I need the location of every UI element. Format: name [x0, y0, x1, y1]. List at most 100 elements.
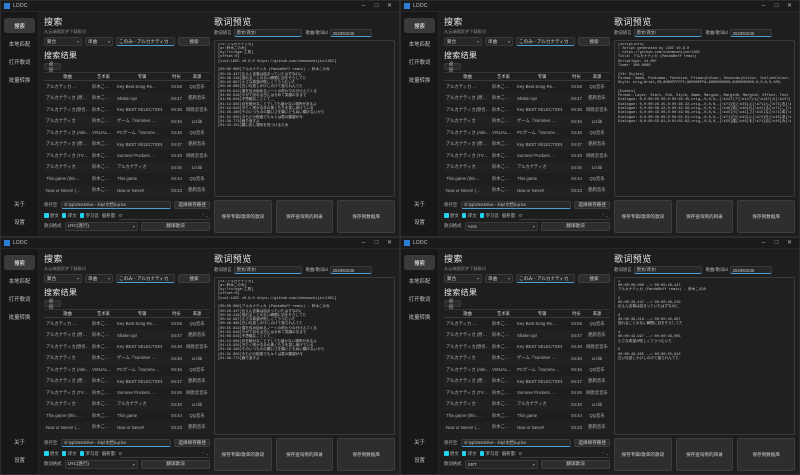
lyrics-lang-value[interactable]: 原文/译文/ — [633, 266, 702, 274]
sidebar-item-about[interactable]: 关于 — [14, 201, 25, 208]
table-row[interactable]: アルカナティカ (Alter… VISUAL… PCゲーム『Summe… 04:46 Q… — [44, 127, 210, 139]
sidebar-item-local-match[interactable]: 本地匹配 — [8, 41, 31, 48]
maximize-icon[interactable]: □ — [774, 240, 779, 246]
sidebar-item-about[interactable]: 关于 — [414, 201, 425, 208]
lyrics-id-value[interactable]: 252991536 — [729, 266, 772, 274]
checkbox-translation[interactable]: 译文 — [61, 213, 77, 219]
format-select[interactable]: ASS ▾ — [464, 222, 538, 231]
table-row[interactable]: アルカナティカ (原… 鈴木こ… Key BEST SELECTION 04:47 酷狗… — [444, 375, 610, 387]
table-row[interactable]: Now or Never! (… 鈴木こ… Now or Never! 03:23 酷狗… — [444, 184, 610, 196]
search-input[interactable]: このみ - アルカナティカ — [116, 274, 175, 283]
table-row[interactable]: This game (this … 鈴木こ… This game 04:44 QQ音乐 — [444, 173, 610, 185]
save-to-db-button[interactable]: 保存到数据库 — [337, 438, 396, 471]
close-icon[interactable]: ✕ — [786, 3, 793, 9]
sidebar-item-settings[interactable]: 设置 — [14, 457, 25, 464]
maximize-icon[interactable]: □ — [374, 240, 379, 246]
save-to-db-button[interactable]: 保存到数据库 — [337, 200, 396, 233]
checkbox-original[interactable]: 原文 — [44, 451, 59, 457]
sidebar-item-search[interactable]: 搜索 — [4, 18, 35, 33]
stepper-arrows-icon[interactable]: ⌃⌄ — [201, 450, 210, 456]
maximize-icon[interactable]: □ — [374, 3, 379, 9]
sidebar-item-open-lyrics[interactable]: 打开歌词 — [8, 296, 31, 303]
table-row[interactable]: This game (this … 鈴木こ… This game 04:44 QQ音乐 — [44, 173, 210, 185]
translate-button[interactable]: 翻译歌词 — [540, 460, 611, 469]
lyrics-preview-box[interactable]: 1 00:00:00,000 --> 00:00:29,447 アルカナティカ … — [614, 276, 795, 435]
table-row[interactable]: アルカナティカ 鈴木こ… アルカナティカ 04:46 Lrclib — [44, 161, 210, 173]
table-row[interactable]: アルカナティカ 鈴木こ… アルカナティカ 04:46 Lrclib — [444, 398, 610, 410]
table-row[interactable]: アルカティカ … 鈴木こ… Key Best Song Re… 04:59 QQ音乐 — [44, 318, 210, 330]
format-select[interactable]: SRT ▾ — [464, 460, 538, 469]
format-select[interactable]: LRC(逐行) ▾ — [64, 460, 138, 469]
search-button[interactable]: 搜索 — [178, 274, 210, 283]
choose-path-button[interactable]: 选择保存路径 — [174, 201, 210, 209]
checkbox-romaji[interactable]: 罗马音 — [479, 213, 499, 219]
checkbox-romaji[interactable]: 罗马音 — [479, 451, 499, 457]
save-album-lyrics-button[interactable]: 保存专辑/歌单的歌词 — [214, 438, 272, 471]
table-row[interactable]: Now or Never! (… 鈴木こ… Now or Never! 03:23 酷狗… — [44, 421, 210, 433]
close-icon[interactable]: ✕ — [386, 3, 393, 9]
sidebar-item-open-lyrics[interactable]: 打开歌词 — [8, 59, 31, 66]
lyrics-preview-box[interactable]: [ScriptInfo] ; Script generated by LDDC … — [614, 39, 795, 197]
save-to-db-button[interactable]: 保存到数据库 — [737, 438, 796, 471]
search-type-select[interactable]: 单曲 ▾ — [85, 274, 113, 283]
table-row[interactable]: アルカナティカ (原… 鈴木こ… Shake Up! 04:47 酷狗音乐 — [44, 329, 210, 341]
table-row[interactable]: アルカナティカ (原… 鈴木こ… Key BEST SELECTION 04:47 酷狗… — [444, 138, 610, 150]
translate-button[interactable]: 翻译歌词 — [540, 222, 611, 231]
table-row[interactable]: This game (this … 鈴木こ… This game 04:44 QQ音乐 — [44, 410, 210, 422]
minimize-icon[interactable]: – — [361, 3, 366, 9]
table-row[interactable]: アルカナティカ (原… 鈴木こ… Shake Up! 04:47 酷狗音乐 — [444, 329, 610, 341]
lyrics-lang-value[interactable]: 原文/译文/ — [233, 29, 302, 37]
search-type-select[interactable]: 单曲 ▾ — [485, 37, 513, 46]
minimize-icon[interactable]: – — [761, 3, 766, 9]
search-input[interactable]: このみ - アルカナティカ — [116, 37, 175, 46]
lyrics-lang-value[interactable]: 原文/译文/ — [633, 29, 702, 37]
lyrics-id-value[interactable]: 252991536 — [329, 266, 372, 274]
sidebar-item-open-lyrics[interactable]: 打开歌词 — [408, 296, 431, 303]
lyrics-id-value[interactable]: 252991536 — [329, 29, 372, 37]
maximize-icon[interactable]: □ — [774, 3, 779, 9]
stepper-arrows-icon[interactable]: ⌃⌄ — [201, 212, 210, 218]
table-row[interactable]: アルカティカ … 鈴木こ… Key Best Song Re… 04:59 QQ音乐 — [444, 318, 610, 330]
checkbox-translation[interactable]: 译文 — [461, 213, 477, 219]
back-button[interactable]: 返回 — [444, 61, 461, 72]
save-path-input[interactable]: D:\yp\OneDrive - kity\文档\Lyrics — [61, 201, 172, 209]
table-row[interactable]: アルカナティカ (Alter… VISUAL… PCゲーム『Summe… 04:46 Q… — [444, 127, 610, 139]
back-button[interactable]: 返回 — [44, 61, 61, 72]
title-bar[interactable]: LDDC – □ ✕ — [1, 238, 399, 249]
sidebar-item-batch-convert[interactable]: 批量转换 — [8, 314, 31, 321]
search-type-select[interactable]: 单曲 ▾ — [485, 274, 513, 283]
title-bar[interactable]: LDDC – □ ✕ — [401, 238, 799, 249]
save-album-lyrics-button[interactable]: 保存专辑/歌单的歌词 — [614, 200, 672, 233]
close-icon[interactable]: ✕ — [786, 240, 793, 246]
title-bar[interactable]: LDDC – □ ✕ — [1, 1, 399, 12]
format-select[interactable]: LRC(逐行) ▾ — [64, 222, 138, 231]
search-source-select[interactable]: 聚合 ▾ — [44, 37, 82, 46]
table-row[interactable]: アルカナティカ (原… 鈴木こ… Key BEST SELECTION 04:47 酷狗… — [44, 138, 210, 150]
choose-path-button[interactable]: 选择保存路径 — [574, 201, 610, 209]
minimize-icon[interactable]: – — [361, 240, 366, 246]
lyrics-id-value[interactable]: 252991536 — [729, 29, 772, 37]
back-button[interactable]: 返回 — [444, 298, 461, 309]
table-row[interactable]: アルカナティカ (TV版… 鈴木こ… Summer Pockets … 04:49 网易… — [44, 387, 210, 399]
back-button[interactable]: 返回 — [44, 298, 61, 309]
checkbox-original[interactable]: 原文 — [44, 213, 59, 219]
sidebar-item-open-lyrics[interactable]: 打开歌词 — [408, 59, 431, 66]
save-album-lyrics-button[interactable]: 保存专辑/歌单的歌词 — [614, 438, 672, 471]
checkbox-translation[interactable]: 译文 — [461, 451, 477, 457]
minimize-icon[interactable]: – — [761, 240, 766, 246]
choose-path-button[interactable]: 选择保存路径 — [574, 439, 610, 447]
table-row[interactable]: アルカナティカ (Alter… VISUAL… PCゲーム『Summe… 04:46 Q… — [44, 364, 210, 376]
checkbox-original[interactable]: 原文 — [444, 213, 459, 219]
search-type-select[interactable]: 单曲 ▾ — [85, 37, 113, 46]
sidebar-item-batch-convert[interactable]: 批量转换 — [408, 314, 431, 321]
save-to-db-button[interactable]: 保存到数据库 — [737, 200, 796, 233]
table-row[interactable]: Now or Never! (… 鈴木こ… Now or Never! 03:23 酷狗… — [444, 421, 610, 433]
sidebar-item-batch-convert[interactable]: 批量转换 — [408, 77, 431, 84]
save-query-dir-button[interactable]: 保存查询到的目录 — [675, 200, 734, 233]
table-row[interactable]: アルカティカ … 鈴木こ… Key Best Song Re… 04:59 QQ音乐 — [44, 81, 210, 93]
table-row[interactable]: アルカナティカ 鈴木こ… ゲーム「Summer … 04:46 Lrclib — [44, 115, 210, 127]
search-source-select[interactable]: 聚合 ▾ — [444, 274, 482, 283]
sidebar-item-settings[interactable]: 设置 — [414, 219, 425, 226]
table-row[interactable]: アルカナティカ (Alter… VISUAL… PCゲーム『Summe… 04:46 Q… — [444, 364, 610, 376]
search-button[interactable]: 搜索 — [578, 274, 610, 283]
